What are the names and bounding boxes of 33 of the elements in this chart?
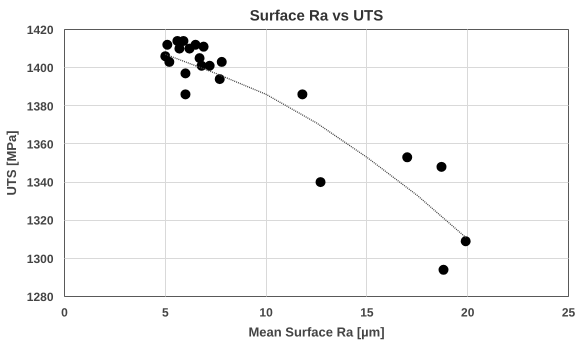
point (297, 89, 308, 100)
point (198, 42, 209, 52)
point (316, 177, 326, 188)
point (436, 162, 446, 172)
y-tick-label: 1400 (26, 61, 54, 76)
point (460, 236, 471, 246)
y-tick-label: 1420 (26, 23, 54, 37)
x-tick-label: 10 (259, 306, 274, 320)
x-tick-label: 15 (360, 306, 374, 320)
point (164, 56, 174, 67)
x-tick-label: 20 (461, 306, 475, 320)
point (216, 56, 227, 67)
y-tick-label: 1280 (26, 290, 54, 304)
point (180, 89, 190, 100)
y-tick-label: 1380 (26, 99, 54, 114)
point (438, 264, 449, 275)
y-tick-label: 1360 (26, 137, 54, 152)
x-tick-label: 0 (61, 306, 68, 320)
point (190, 40, 201, 50)
point (204, 60, 215, 71)
point (162, 40, 172, 50)
y-tick-label: 1320 (26, 214, 54, 228)
y-tick-label: 1340 (26, 176, 54, 190)
point (174, 44, 184, 54)
point (180, 68, 190, 78)
y-axis-title: UTS [MPa] (4, 130, 19, 196)
x-axis-title: Mean Surface Ra [µm] (248, 324, 385, 340)
x-tick-label: 5 (162, 306, 169, 320)
point (402, 152, 412, 162)
y-tick-label: 1300 (26, 252, 54, 266)
chart-title: Surface Ra vs UTS (250, 8, 384, 24)
point (214, 74, 225, 84)
x-tick-label: 25 (562, 306, 576, 320)
